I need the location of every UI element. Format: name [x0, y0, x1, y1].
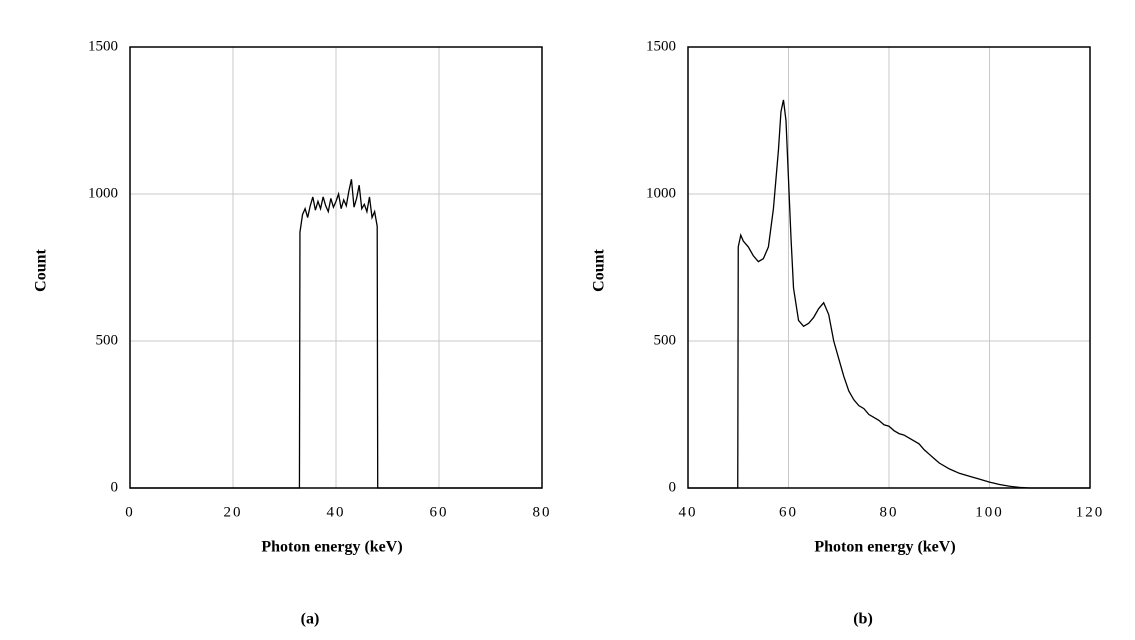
- caption: (b): [853, 611, 873, 628]
- x-tick-label: 80: [533, 504, 552, 520]
- x-tick-label: 0: [125, 504, 135, 520]
- y-tick-label: 1000: [646, 185, 676, 201]
- y-axis-label: Count: [33, 248, 50, 291]
- x-tick-label: 40: [327, 504, 346, 520]
- x-tick-label: 20: [224, 504, 243, 520]
- x-axis-label: Photon energy (keV): [814, 539, 955, 556]
- y-tick-label: 1500: [88, 38, 118, 54]
- y-tick-label: 0: [669, 479, 677, 495]
- y-tick-label: 500: [96, 332, 119, 348]
- x-tick-label: 40: [679, 504, 698, 520]
- y-axis-label: Count: [591, 248, 608, 291]
- plot-frame: [129, 46, 543, 489]
- x-tick-label: 60: [430, 504, 449, 520]
- y-tick-label: 1000: [88, 185, 118, 201]
- data-line: [688, 99, 1090, 489]
- x-tick-label: 80: [880, 504, 899, 520]
- x-tick-label: 100: [975, 504, 1004, 520]
- y-tick-label: 1500: [646, 38, 676, 54]
- caption: (a): [301, 611, 320, 628]
- plot-frame: [687, 46, 1091, 489]
- y-tick-label: 0: [111, 479, 119, 495]
- y-tick-label: 500: [654, 332, 677, 348]
- x-axis-label: Photon energy (keV): [261, 539, 402, 556]
- x-tick-label: 120: [1076, 504, 1105, 520]
- data-line: [130, 179, 542, 489]
- x-tick-label: 60: [779, 504, 798, 520]
